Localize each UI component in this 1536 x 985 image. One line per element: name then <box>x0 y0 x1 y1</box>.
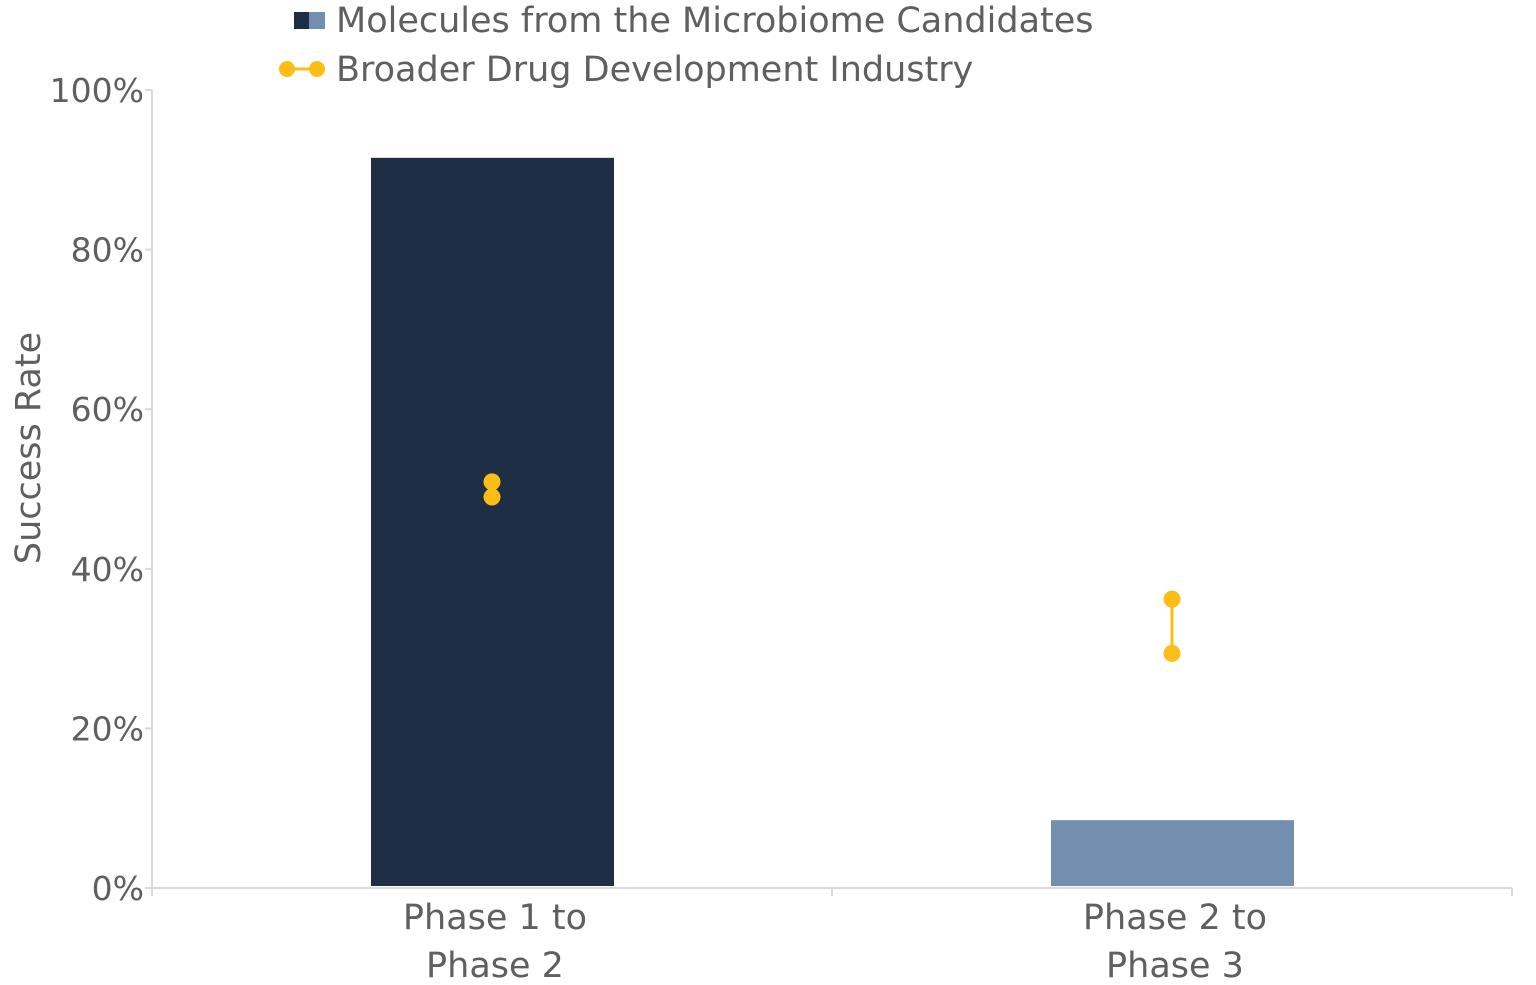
legend-range-dot-right <box>309 61 325 77</box>
bar-2 <box>1051 820 1294 886</box>
y-tick-label: 80% <box>71 231 144 270</box>
x-axis: Phase 1 to Phase 2 Phase 2 to Phase 3 <box>151 887 1513 985</box>
legend-swatch-light <box>309 12 325 29</box>
range-markers <box>483 473 1181 662</box>
legend-range-dot-left <box>279 61 295 77</box>
y-tick-label: 20% <box>71 709 144 748</box>
range-low-dot-2 <box>1163 644 1181 662</box>
y-tick-label: 0% <box>92 869 144 908</box>
range-high-dot-2 <box>1163 590 1181 608</box>
bar-1 <box>371 157 614 886</box>
y-tick-label: 60% <box>71 390 144 429</box>
x-tick-label: Phase 1 to <box>403 898 587 938</box>
legend-label-industry: Broader Drug Development Industry <box>336 50 973 90</box>
x-tick-label: Phase 2 to <box>1083 898 1267 938</box>
range-high-dot-1 <box>483 473 501 491</box>
y-tick-label: 100% <box>50 71 144 110</box>
y-axis: 0% 20% 40% 60% 80% 100% <box>50 71 153 908</box>
bars <box>371 157 1294 886</box>
x-tick-label: Phase 2 <box>426 946 564 981</box>
y-tick-label: 40% <box>71 550 144 589</box>
range-low-dot-1 <box>483 488 501 506</box>
legend: Molecules from the Microbiome Candidates… <box>279 1 1094 90</box>
legend-swatch-dark <box>294 12 309 29</box>
x-tick-label: Phase 3 <box>1106 946 1244 981</box>
legend-label-microbiome: Molecules from the Microbiome Candidates <box>336 1 1094 41</box>
y-axis-label: Success Rate <box>9 332 49 564</box>
